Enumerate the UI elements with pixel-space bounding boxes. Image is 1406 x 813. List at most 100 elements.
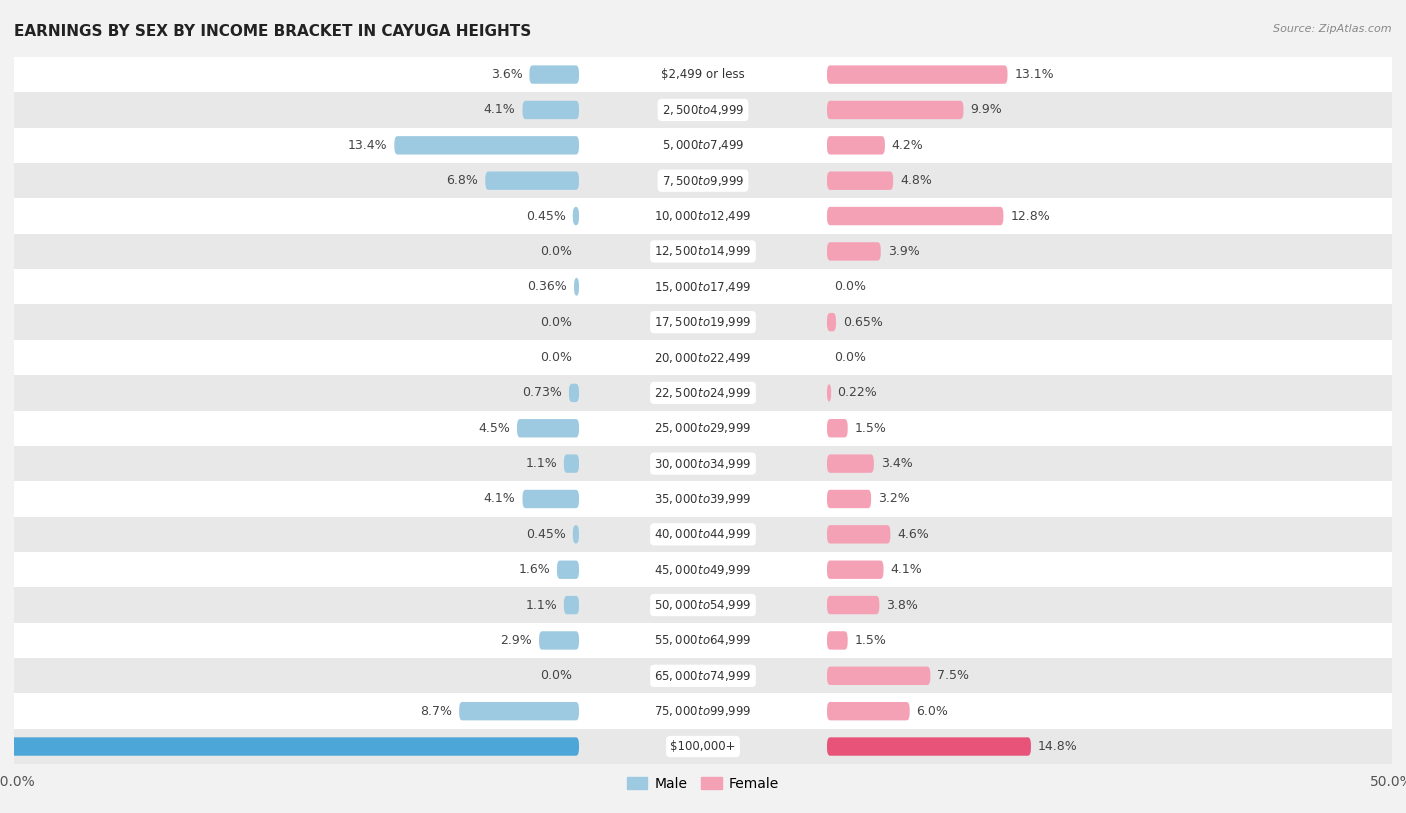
Text: 0.65%: 0.65%: [842, 315, 883, 328]
Text: 8.7%: 8.7%: [420, 705, 453, 718]
Text: 0.0%: 0.0%: [540, 669, 572, 682]
Text: $75,000 to $99,999: $75,000 to $99,999: [654, 704, 752, 718]
Text: 4.5%: 4.5%: [478, 422, 510, 435]
Text: $5,000 to $7,499: $5,000 to $7,499: [662, 138, 744, 152]
FancyBboxPatch shape: [827, 596, 879, 615]
Bar: [14, 57, 1392, 92]
FancyBboxPatch shape: [564, 454, 579, 473]
Text: 0.0%: 0.0%: [540, 245, 572, 258]
FancyBboxPatch shape: [827, 172, 893, 190]
Bar: [14, 375, 1392, 411]
Bar: [14, 659, 1392, 693]
Text: 3.9%: 3.9%: [887, 245, 920, 258]
Text: 1.5%: 1.5%: [855, 422, 886, 435]
FancyBboxPatch shape: [827, 313, 837, 332]
Bar: [14, 693, 1392, 729]
Text: $12,500 to $14,999: $12,500 to $14,999: [654, 245, 752, 259]
Bar: [14, 481, 1392, 517]
Bar: [14, 552, 1392, 587]
Text: $40,000 to $44,999: $40,000 to $44,999: [654, 528, 752, 541]
Text: $25,000 to $29,999: $25,000 to $29,999: [654, 421, 752, 435]
Text: EARNINGS BY SEX BY INCOME BRACKET IN CAYUGA HEIGHTS: EARNINGS BY SEX BY INCOME BRACKET IN CAY…: [14, 24, 531, 39]
FancyBboxPatch shape: [827, 631, 848, 650]
FancyBboxPatch shape: [460, 702, 579, 720]
FancyBboxPatch shape: [517, 419, 579, 437]
Text: 3.6%: 3.6%: [491, 68, 523, 81]
Text: 4.1%: 4.1%: [890, 563, 922, 576]
Legend: Male, Female: Male, Female: [621, 771, 785, 796]
FancyBboxPatch shape: [827, 419, 848, 437]
Text: 6.0%: 6.0%: [917, 705, 949, 718]
FancyBboxPatch shape: [530, 65, 579, 84]
FancyBboxPatch shape: [827, 667, 931, 685]
Text: 3.8%: 3.8%: [886, 598, 918, 611]
FancyBboxPatch shape: [485, 172, 579, 190]
FancyBboxPatch shape: [523, 489, 579, 508]
Text: 3.4%: 3.4%: [880, 457, 912, 470]
FancyBboxPatch shape: [827, 560, 883, 579]
Text: 9.9%: 9.9%: [970, 103, 1002, 116]
Bar: [14, 163, 1392, 198]
Text: 13.4%: 13.4%: [347, 139, 388, 152]
Text: 0.0%: 0.0%: [834, 280, 866, 293]
Text: 0.0%: 0.0%: [540, 315, 572, 328]
Bar: [14, 198, 1392, 233]
Text: 0.22%: 0.22%: [837, 386, 877, 399]
Text: 4.2%: 4.2%: [891, 139, 924, 152]
Text: 4.6%: 4.6%: [897, 528, 929, 541]
Text: $50,000 to $54,999: $50,000 to $54,999: [654, 598, 752, 612]
Text: 0.36%: 0.36%: [527, 280, 567, 293]
FancyBboxPatch shape: [827, 454, 875, 473]
Text: $65,000 to $74,999: $65,000 to $74,999: [654, 669, 752, 683]
Text: $100,000+: $100,000+: [671, 740, 735, 753]
Text: 0.73%: 0.73%: [522, 386, 562, 399]
FancyBboxPatch shape: [827, 525, 890, 544]
Text: 12.8%: 12.8%: [1011, 210, 1050, 223]
Text: 0.0%: 0.0%: [834, 351, 866, 364]
FancyBboxPatch shape: [564, 596, 579, 615]
Bar: [14, 517, 1392, 552]
Text: $55,000 to $64,999: $55,000 to $64,999: [654, 633, 752, 647]
Bar: [14, 587, 1392, 623]
FancyBboxPatch shape: [574, 277, 579, 296]
Bar: [14, 623, 1392, 658]
Text: 2.9%: 2.9%: [501, 634, 531, 647]
Text: $17,500 to $19,999: $17,500 to $19,999: [654, 315, 752, 329]
Text: 1.5%: 1.5%: [855, 634, 886, 647]
Text: 7.5%: 7.5%: [938, 669, 969, 682]
Text: 3.2%: 3.2%: [877, 493, 910, 506]
Text: 6.8%: 6.8%: [447, 174, 478, 187]
Text: 13.1%: 13.1%: [1014, 68, 1054, 81]
Text: $7,500 to $9,999: $7,500 to $9,999: [662, 174, 744, 188]
Bar: [14, 128, 1392, 163]
FancyBboxPatch shape: [827, 702, 910, 720]
Text: 4.1%: 4.1%: [484, 103, 516, 116]
Text: $2,499 or less: $2,499 or less: [661, 68, 745, 81]
Bar: [14, 729, 1392, 764]
FancyBboxPatch shape: [523, 101, 579, 120]
Text: 0.45%: 0.45%: [526, 210, 565, 223]
Text: 4.1%: 4.1%: [484, 493, 516, 506]
FancyBboxPatch shape: [827, 136, 884, 154]
FancyBboxPatch shape: [557, 560, 579, 579]
FancyBboxPatch shape: [394, 136, 579, 154]
FancyBboxPatch shape: [572, 207, 579, 225]
Bar: [14, 411, 1392, 446]
Text: $15,000 to $17,499: $15,000 to $17,499: [654, 280, 752, 293]
Text: $22,500 to $24,999: $22,500 to $24,999: [654, 386, 752, 400]
FancyBboxPatch shape: [572, 525, 579, 544]
Text: 0.45%: 0.45%: [526, 528, 565, 541]
FancyBboxPatch shape: [538, 631, 579, 650]
FancyBboxPatch shape: [827, 489, 872, 508]
FancyBboxPatch shape: [569, 384, 579, 402]
FancyBboxPatch shape: [827, 737, 1031, 756]
FancyBboxPatch shape: [827, 242, 880, 261]
Bar: [14, 269, 1392, 304]
Bar: [14, 446, 1392, 481]
Text: $30,000 to $34,999: $30,000 to $34,999: [654, 457, 752, 471]
Text: 1.6%: 1.6%: [519, 563, 550, 576]
Text: $10,000 to $12,499: $10,000 to $12,499: [654, 209, 752, 223]
FancyBboxPatch shape: [0, 737, 579, 756]
FancyBboxPatch shape: [827, 65, 1008, 84]
Bar: [14, 92, 1392, 128]
